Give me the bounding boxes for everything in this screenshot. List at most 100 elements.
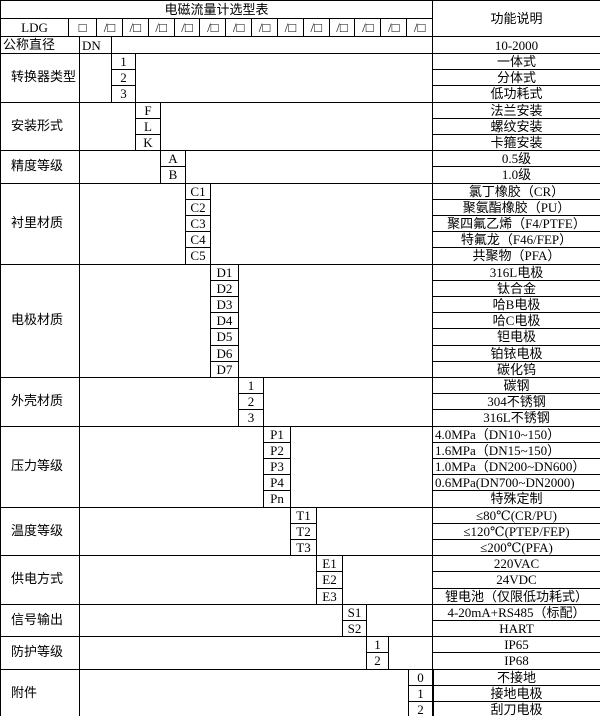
model-code-box: /□ bbox=[122, 19, 149, 37]
model-code-box: /□ bbox=[252, 19, 278, 37]
blank-cell bbox=[291, 426, 433, 508]
model-code-box: /□ bbox=[97, 19, 123, 37]
option-code: P2 bbox=[264, 442, 291, 459]
option-code: C3 bbox=[186, 216, 211, 233]
model-code-box: /□ bbox=[303, 19, 330, 37]
option-code: C4 bbox=[186, 232, 211, 249]
blank-cell bbox=[80, 378, 239, 427]
model-code-box: /□ bbox=[355, 19, 382, 37]
option-desc: 特氟龙（F46/FEP） bbox=[433, 232, 600, 249]
option-code: E1 bbox=[317, 556, 343, 573]
blank-cell bbox=[389, 637, 433, 670]
blank-cell bbox=[433, 669, 434, 716]
option-code: 3 bbox=[112, 86, 136, 103]
option-code: Pn bbox=[264, 491, 291, 508]
model-code-box: /□ bbox=[277, 19, 304, 37]
option-desc: 低功耗式 bbox=[433, 86, 600, 103]
option-desc: 聚四氟乙烯（F4/PTFE） bbox=[433, 216, 600, 233]
blank-cell bbox=[136, 54, 433, 103]
option-desc: 哈C电极 bbox=[433, 313, 600, 330]
group-label: 信号输出 bbox=[1, 604, 80, 638]
option-code: D4 bbox=[211, 313, 239, 330]
option-desc: 1.0级 bbox=[433, 167, 600, 184]
model-code-box: /□ bbox=[174, 19, 201, 37]
option-desc: 钽电极 bbox=[433, 329, 600, 346]
option-desc: 螺纹安装 bbox=[433, 119, 600, 135]
option-desc: 316L电极 bbox=[433, 265, 600, 281]
option-code: P3 bbox=[264, 459, 291, 476]
option-desc: 聚氨酯橡胶（PU） bbox=[433, 200, 600, 216]
group-label: 防护等级 bbox=[1, 637, 80, 670]
option-desc: 哈B电极 bbox=[433, 297, 600, 314]
blank-cell bbox=[343, 556, 433, 605]
option-code: D2 bbox=[211, 280, 239, 297]
option-code: L bbox=[136, 118, 161, 135]
option-desc: 4.0MPa（DN10~150） bbox=[433, 427, 600, 443]
option-desc: 0.5级 bbox=[433, 151, 600, 168]
option-code: E3 bbox=[317, 588, 343, 605]
group-label: 安装形式 bbox=[1, 102, 80, 152]
group-label: 压力等级 bbox=[1, 426, 80, 508]
option-desc: 1.6MPa（DN15~150） bbox=[433, 443, 600, 459]
option-code: S2 bbox=[343, 621, 367, 638]
group-label: 电极材质 bbox=[1, 264, 80, 378]
option-code: 2 bbox=[409, 702, 433, 716]
option-desc: 法兰安装 bbox=[433, 103, 600, 119]
option-code: C1 bbox=[186, 183, 211, 200]
option-code: 1 bbox=[409, 685, 433, 702]
group-label: 供电方式 bbox=[1, 556, 80, 605]
model-code-box: /□ bbox=[381, 19, 408, 37]
option-desc: 1.0MPa（DN200~DN600） bbox=[433, 459, 600, 476]
option-code: K bbox=[136, 135, 161, 152]
blank-cell bbox=[80, 54, 112, 103]
option-code: D5 bbox=[211, 329, 239, 346]
option-code: D7 bbox=[211, 361, 239, 378]
option-code: A bbox=[161, 151, 186, 168]
model-code-box: /□ bbox=[226, 19, 253, 37]
model-prefix: LDG bbox=[1, 19, 69, 37]
blank-cell bbox=[80, 102, 136, 152]
option-code: 1 bbox=[367, 637, 389, 654]
option-desc: 一体式 bbox=[433, 54, 600, 71]
option-desc: 0.6MPa(DN700~DN2000) bbox=[433, 475, 600, 492]
option-desc: 刮刀电极 bbox=[433, 702, 600, 716]
blank-cell bbox=[80, 264, 211, 378]
option-desc: IP68 bbox=[433, 653, 600, 670]
blank-cell bbox=[367, 604, 433, 638]
option-desc: 316L不锈钢 bbox=[433, 410, 600, 427]
model-code-box: /□ bbox=[329, 19, 356, 37]
option-desc: ≤80℃(CR/PU) bbox=[433, 508, 600, 524]
option-code: S1 bbox=[343, 604, 367, 621]
option-code: 2 bbox=[239, 394, 264, 411]
option-code: F bbox=[136, 102, 161, 119]
option-code: T2 bbox=[291, 523, 317, 540]
option-desc: 共聚物（PFA） bbox=[433, 248, 600, 265]
blank-cell bbox=[264, 378, 433, 427]
option-desc: ≤120℃(PTEP/FEP) bbox=[433, 524, 600, 540]
blank-cell bbox=[317, 507, 433, 557]
blank-cell bbox=[80, 556, 317, 605]
blank-cell bbox=[80, 669, 409, 716]
option-code: E2 bbox=[317, 572, 343, 589]
option-desc: 24VDC bbox=[433, 572, 600, 589]
option-desc: 氯丁橡胶（CR） bbox=[433, 184, 600, 200]
option-desc: 碳钢 bbox=[433, 378, 600, 395]
option-code: 2 bbox=[112, 70, 136, 87]
option-desc: IP65 bbox=[433, 637, 600, 654]
option-desc: 220VAC bbox=[433, 556, 600, 573]
option-desc: ≤200℃(PFA) bbox=[433, 540, 600, 557]
option-desc: 304不锈钢 bbox=[433, 394, 600, 411]
option-desc: 分体式 bbox=[433, 70, 600, 87]
option-code: P1 bbox=[264, 426, 291, 443]
blank-cell bbox=[80, 151, 161, 184]
group-label: 衬里材质 bbox=[1, 183, 80, 265]
model-code-box: /□ bbox=[200, 19, 227, 37]
option-desc: 锂电池（仅限低功耗式） bbox=[433, 589, 600, 605]
option-code: D6 bbox=[211, 345, 239, 362]
blank-cell bbox=[112, 37, 433, 54]
option-desc: 接地电极 bbox=[433, 686, 600, 702]
group-label: 附件 bbox=[1, 669, 80, 716]
option-code: B bbox=[161, 167, 186, 184]
option-code: 3 bbox=[239, 410, 264, 427]
